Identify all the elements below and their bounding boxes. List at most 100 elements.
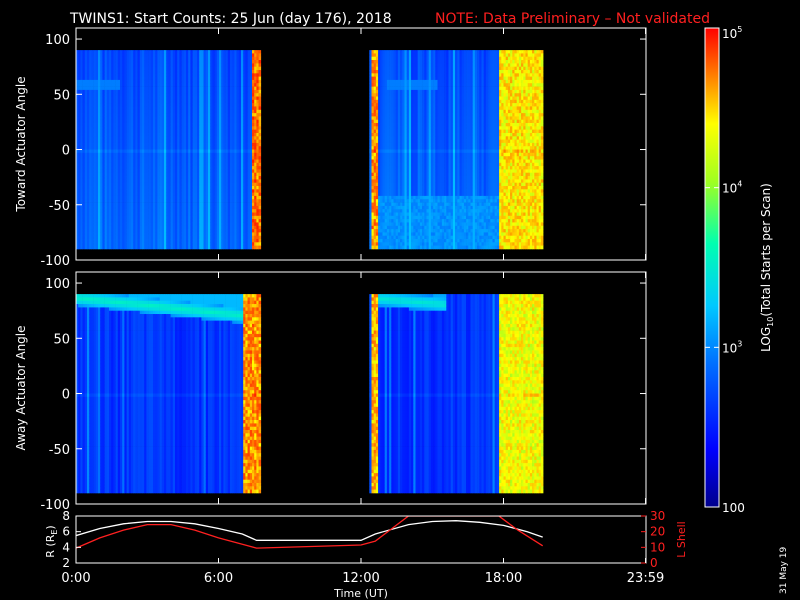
- heatmap-cell: [117, 152, 121, 157]
- heatmap-cell: [241, 60, 244, 64]
- heatmap-cell: [188, 83, 191, 87]
- heatmap-cell: [234, 139, 237, 144]
- heatmap-cell: [214, 79, 218, 84]
- heatmap-cell: [236, 232, 240, 237]
- heatmap-cell: [82, 56, 86, 61]
- heatmap-cell: [93, 229, 97, 233]
- heatmap-cell: [115, 209, 119, 213]
- heatmap-cell: [84, 53, 88, 58]
- heatmap-cell: [161, 245, 165, 250]
- heatmap-cell: [95, 136, 99, 140]
- heatmap-cell: [236, 146, 240, 150]
- heatmap-cell: [214, 76, 218, 81]
- heatmap-cell: [203, 159, 207, 164]
- heatmap-cell: [120, 136, 123, 140]
- heatmap-cell: [128, 205, 132, 210]
- heatmap-cell: [82, 229, 86, 233]
- heatmap-cell: [117, 99, 121, 104]
- heatmap-cell: [190, 50, 193, 54]
- heatmap-cell: [150, 149, 154, 154]
- heatmap-cell: [183, 126, 187, 130]
- heatmap-cell: [221, 142, 224, 147]
- heatmap-cell: [238, 162, 242, 167]
- heatmap-cell: [252, 133, 255, 137]
- heatmap-cell: [170, 56, 174, 61]
- heatmap-cell: [102, 212, 105, 217]
- heatmap-cell: [109, 162, 112, 167]
- heatmap-cell: [214, 50, 218, 54]
- heatmap-cell: [109, 93, 112, 97]
- heatmap-cell: [111, 215, 114, 220]
- heatmap-cell: [87, 192, 90, 197]
- heatmap-cell: [155, 103, 158, 107]
- heatmap-cell: [146, 76, 149, 81]
- heatmap-cell: [159, 76, 163, 81]
- heatmap-cell: [137, 182, 141, 187]
- heatmap-cell: [91, 50, 94, 54]
- heatmap-cell: [89, 215, 92, 220]
- heatmap-cell: [82, 176, 86, 180]
- heatmap-cell: [115, 152, 119, 157]
- heatmap-cell: [142, 179, 145, 184]
- heatmap-cell: [82, 103, 86, 107]
- heatmap-cell: [148, 53, 152, 58]
- heatmap-cell: [172, 142, 176, 147]
- heatmap-cell: [131, 179, 134, 184]
- heatmap-cell: [227, 66, 231, 71]
- heatmap-cell: [177, 146, 180, 150]
- heatmap-cell: [175, 53, 178, 58]
- heatmap-cell: [236, 50, 240, 54]
- heatmap-cell: [234, 242, 237, 246]
- heatmap-cell: [89, 93, 92, 97]
- heatmap-cell: [126, 209, 130, 213]
- heatmap-cell: [197, 239, 200, 243]
- heatmap-cell: [249, 222, 253, 227]
- heatmap-cell: [256, 119, 259, 124]
- heatmap-cell: [212, 166, 215, 170]
- heatmap-cell: [221, 73, 224, 77]
- heatmap-cell: [245, 79, 248, 84]
- heatmap-cell: [245, 56, 248, 61]
- heatmap-cell: [137, 50, 141, 54]
- heatmap-cell: [144, 242, 147, 246]
- heatmap-cell: [142, 232, 145, 237]
- heatmap-cell: [238, 96, 242, 101]
- heatmap-cell: [236, 186, 240, 190]
- heatmap-cell: [234, 113, 237, 117]
- heatmap-cell: [95, 219, 99, 223]
- heatmap-cell: [221, 126, 224, 130]
- chart-title: TWINS1: Start Counts: 25 Jun (day 176), …: [69, 11, 392, 27]
- heatmap-cell: [186, 86, 189, 91]
- heatmap-cell: [106, 166, 110, 170]
- heatmap-cell: [249, 96, 253, 101]
- heatmap-cell: [190, 199, 193, 203]
- heatmap-cell: [76, 219, 79, 223]
- heatmap-cell: [115, 169, 119, 174]
- heatmap-cell: [170, 219, 174, 223]
- heatmap-cell: [131, 199, 134, 203]
- heatmap-cell: [249, 116, 253, 121]
- heatmap-cell: [212, 93, 215, 97]
- heatmap-cell: [205, 245, 209, 250]
- heatmap-cell: [194, 139, 198, 144]
- heatmap-cell: [197, 123, 200, 127]
- heatmap-cell: [109, 235, 112, 240]
- heatmap-cell: [93, 179, 97, 184]
- heatmap-cell: [192, 86, 196, 91]
- heatmap-cell: [227, 169, 231, 174]
- heatmap-cell: [201, 89, 204, 94]
- heatmap-cell: [82, 192, 86, 197]
- heatmap-cell: [111, 60, 114, 64]
- heatmap-cell: [76, 123, 79, 127]
- heatmap-cell: [188, 166, 191, 170]
- heatmap-cell: [254, 73, 257, 77]
- heatmap-cell: [148, 76, 152, 81]
- heatmap-cell: [238, 205, 242, 210]
- heatmap-cell: [186, 199, 189, 203]
- heatmap-cell: [126, 76, 130, 81]
- heatmap-cell: [150, 126, 154, 130]
- heatmap-cell: [234, 159, 237, 164]
- heatmap-cell: [210, 93, 213, 97]
- heatmap-cell: [153, 70, 156, 74]
- heatmap-cell: [172, 169, 176, 174]
